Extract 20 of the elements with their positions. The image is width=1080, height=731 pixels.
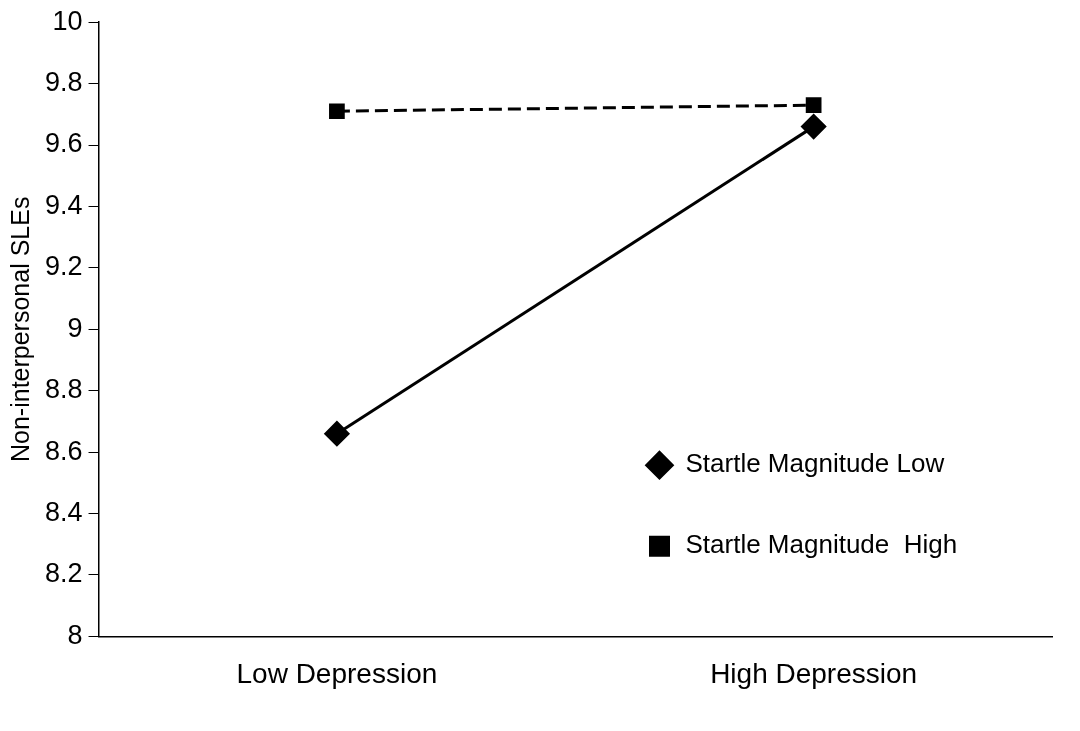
x-tick-label: Low Depression <box>236 657 438 689</box>
point <box>805 97 822 113</box>
y-tick-label: 9.2 <box>44 251 83 282</box>
y-tick-label: 8.2 <box>44 558 83 589</box>
legend-label: Startle Magnitude High <box>685 529 958 560</box>
y-axis-title: Non-interpersonal SLEs <box>5 196 34 463</box>
legend-label: Startle Magnitude Low <box>685 448 945 479</box>
y-tick-label: 8.4 <box>44 497 83 528</box>
y-tick-label: 9 <box>67 312 83 343</box>
y-tick-label: 8.6 <box>44 435 83 466</box>
y-tick-label: 10 <box>52 5 83 36</box>
x-tick-label: High Depression <box>710 657 918 689</box>
y-tick-label: 9.8 <box>44 67 83 98</box>
y-tick-label: 8 <box>67 619 83 650</box>
point <box>329 103 345 120</box>
point <box>324 421 350 447</box>
y-tick-label: 9.4 <box>44 189 83 220</box>
y-tick-label: 9.6 <box>44 128 83 159</box>
y-tick-label: 8.8 <box>44 374 83 405</box>
point <box>801 114 827 140</box>
